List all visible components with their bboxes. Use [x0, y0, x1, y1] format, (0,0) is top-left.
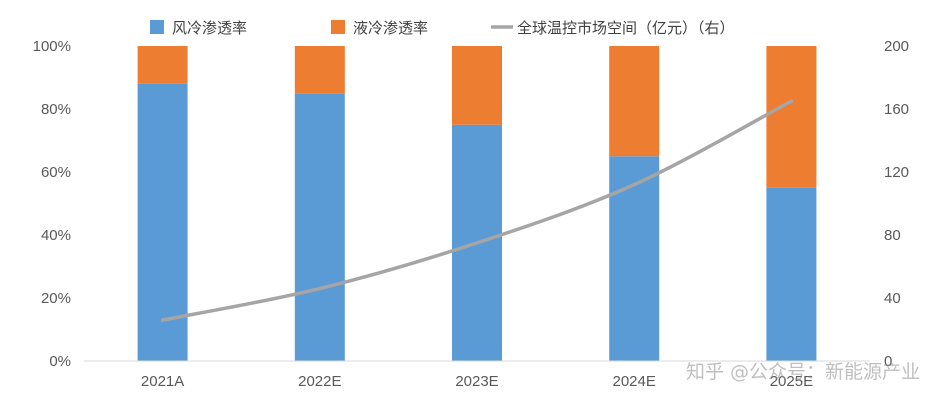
legend-label: 液冷渗透率: [353, 19, 428, 37]
line-series: [160, 99, 794, 322]
y-right-tick-label: 0: [884, 353, 892, 370]
x-tick-label: 2025E: [770, 373, 813, 390]
y-left-tick-label: 20%: [41, 290, 71, 307]
y-axis-left: 0% 20% 40% 60% 80% 100%: [33, 38, 71, 370]
legend-swatch: [150, 20, 164, 34]
y-left-tick-label: 80%: [41, 101, 71, 118]
legend: 风冷渗透率 液冷渗透率 全球温控市场空间（亿元）（右）: [150, 19, 735, 37]
y-left-tick-label: 40%: [41, 227, 71, 244]
y-left-tick-label: 60%: [41, 164, 71, 181]
market-size-point: [632, 182, 636, 187]
bar-liquid-cooling: [766, 46, 817, 188]
bar-air-cooling: [766, 187, 817, 361]
x-tick-label: 2023E: [455, 373, 498, 390]
y-right-tick-label: 200: [884, 38, 909, 55]
bar-liquid-cooling: [137, 46, 188, 84]
y-right-tick-label: 120: [884, 164, 909, 181]
watermark: 知乎 @公众号：新能源产业: [686, 361, 920, 383]
bars: [137, 46, 817, 362]
y-right-tick-label: 40: [884, 290, 901, 307]
legend-label: 全球温控市场空间（亿元）（右）: [517, 19, 735, 37]
legend-label: 风冷渗透率: [172, 19, 247, 37]
bar-liquid-cooling: [452, 46, 502, 125]
x-tick-label: 2021A: [141, 373, 184, 390]
legend-swatch: [331, 20, 345, 34]
market-size-point: [475, 241, 479, 245]
x-tick-label: 2022E: [298, 373, 341, 390]
bar-liquid-cooling: [609, 46, 660, 157]
y-axis-right: 0 40 80 120 160 200: [884, 38, 909, 370]
y-right-tick-label: 80: [884, 227, 901, 244]
y-right-tick-label: 160: [884, 101, 909, 118]
market-size-point: [789, 99, 794, 103]
market-size-point: [160, 318, 165, 322]
bar-air-cooling: [609, 156, 660, 361]
bar-air-cooling: [294, 93, 345, 361]
x-axis: 2021A 2022E 2023E 2024E 2025E: [141, 373, 813, 390]
x-tick-label: 2024E: [613, 373, 656, 390]
bar-liquid-cooling: [294, 46, 345, 94]
bar-air-cooling: [137, 83, 188, 362]
market-size-point: [318, 286, 322, 291]
y-left-tick-label: 0%: [49, 353, 71, 370]
y-left-tick-label: 100%: [33, 38, 71, 55]
